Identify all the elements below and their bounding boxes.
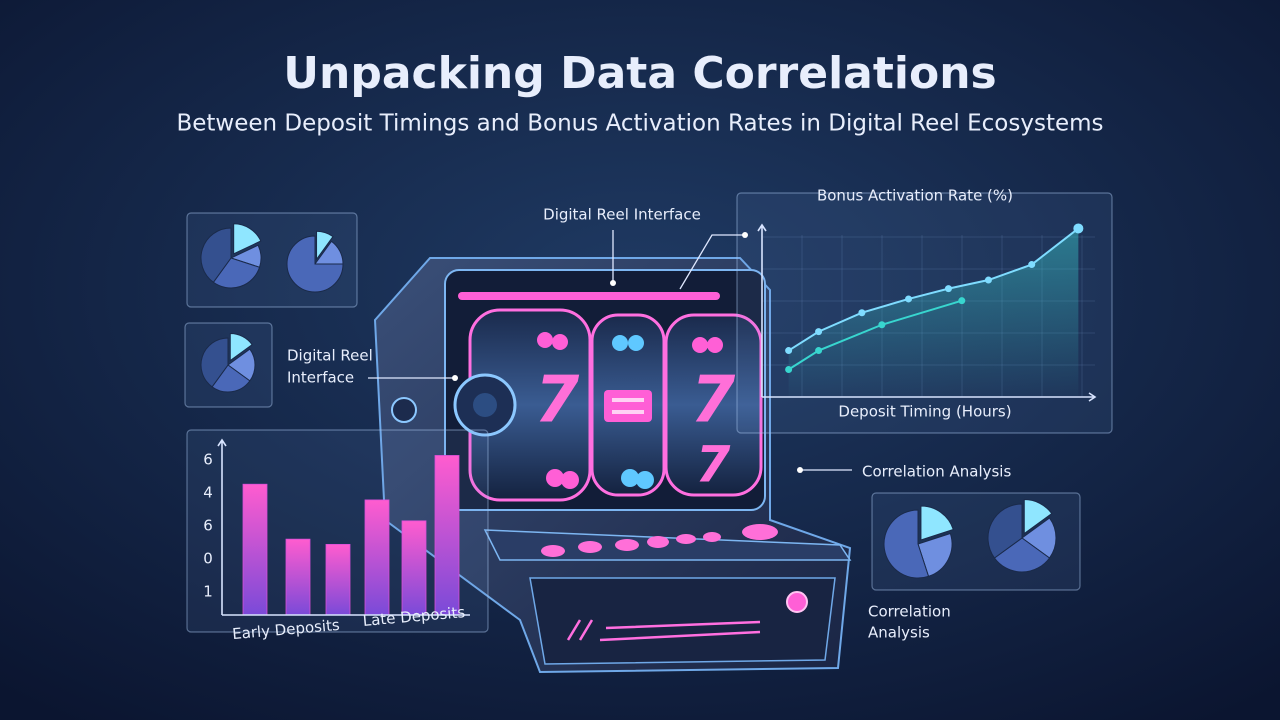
pie-slice (920, 505, 954, 541)
line-point (1073, 223, 1084, 234)
bar (325, 543, 351, 616)
pie-slice (917, 532, 953, 577)
bar (434, 455, 460, 616)
pie-slice (1021, 517, 1057, 559)
pie-slice (200, 227, 232, 283)
callouts: Digital Reel Interface Digital Reel Inte… (287, 206, 1011, 642)
callout: Correlation Analysis (862, 463, 1011, 481)
callout: Interface (287, 369, 354, 387)
bar (242, 483, 268, 616)
bar (401, 520, 427, 616)
line-point (815, 347, 823, 355)
pie-slice (1023, 499, 1053, 535)
axis (757, 223, 1097, 402)
line-point (815, 328, 823, 336)
reel-symbol: 7 (691, 364, 736, 438)
y-tick-label: 1 (203, 583, 213, 601)
subtitle: Between Deposit Timings and Bonus Activa… (176, 111, 1103, 137)
line-point (944, 285, 952, 293)
callout: Analysis (868, 624, 930, 642)
pie-slice (286, 235, 344, 293)
line (788, 227, 1079, 352)
pie-slice (987, 503, 1023, 559)
y-tick-label: 6 (203, 451, 213, 469)
pie-slice (200, 337, 229, 388)
y-tick-label: 0 (203, 550, 213, 568)
axis (217, 438, 470, 616)
pie-slice (212, 257, 261, 289)
pie-slice (993, 537, 1051, 573)
pie-slice (229, 333, 253, 362)
line-title: Bonus Activation Rate (%) (817, 187, 1013, 205)
pie-slice (211, 364, 251, 393)
line (788, 299, 963, 371)
callout: Digital Reel (287, 347, 373, 365)
line-point (958, 297, 966, 305)
reel-symbol: 7 (696, 436, 731, 494)
reel-symbol: 7 (535, 364, 580, 438)
charts: Bonus Activation Rate (%) Deposit Timing … (200, 187, 1097, 643)
pie-slice (233, 223, 262, 255)
line-point (858, 309, 866, 317)
slot-machine (373, 257, 852, 674)
line-point (878, 321, 886, 329)
x-axis-label: Deposit Timing (Hours) (838, 403, 1011, 421)
pie-slice (316, 230, 334, 261)
bar (285, 538, 311, 616)
bar (364, 499, 390, 616)
line-point (905, 295, 913, 303)
line-point (984, 276, 992, 284)
title: Unpacking Data Correlations (283, 48, 996, 99)
line-area (788, 228, 1079, 397)
line-point (1028, 261, 1036, 269)
y-tick-label: 4 (203, 484, 213, 502)
line-point (785, 347, 793, 355)
line-point (785, 365, 793, 373)
callout: Correlation (868, 603, 951, 621)
callout: Digital Reel Interface (543, 206, 701, 224)
pie-slice (883, 509, 930, 579)
y-tick-label: 6 (203, 517, 213, 535)
